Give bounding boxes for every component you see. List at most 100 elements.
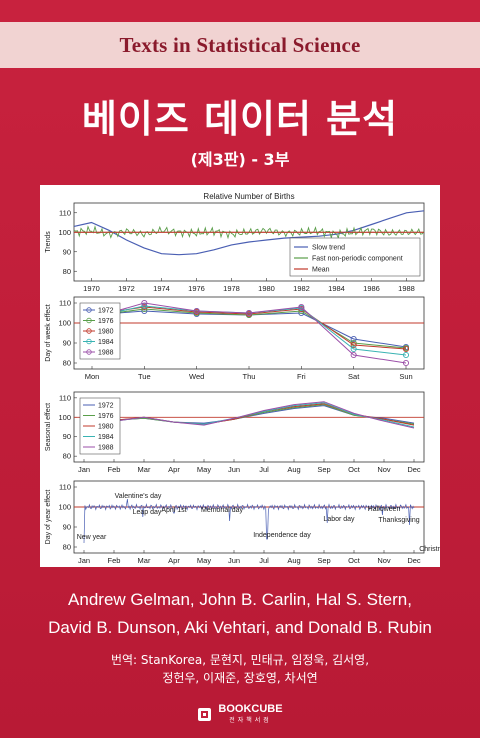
- legend-label: 1988: [98, 445, 114, 452]
- x-tick-label: Wed: [189, 372, 204, 381]
- x-tick-label: 1976: [188, 284, 205, 293]
- authors-line-1: Andrew Gelman, John B. Carlin, Hal S. St…: [68, 590, 412, 609]
- legend-label: 1980: [98, 329, 114, 336]
- x-tick-label: Sep: [317, 465, 330, 474]
- legend-label: 1980: [98, 424, 114, 431]
- annotation-label: New year: [77, 534, 107, 541]
- x-tick-label: Aug: [287, 556, 300, 565]
- chart-panel-frame: [73, 391, 425, 463]
- chart-panel-frame: [73, 480, 425, 554]
- publisher-name: BOOKCUBE: [218, 703, 283, 715]
- x-tick-label: Nov: [377, 556, 391, 565]
- x-tick-label: 1980: [258, 284, 275, 293]
- annotation-label: Memorial day: [201, 507, 244, 514]
- x-tick-label: Apr: [168, 465, 180, 474]
- series-point-1988: [350, 351, 357, 359]
- annotation-label: Leap day: [133, 509, 162, 516]
- y-tick-label: 100: [58, 413, 71, 422]
- x-tick-label: Feb: [108, 465, 121, 474]
- x-tick-label: Mar: [138, 556, 151, 565]
- book-title: 베이즈 데이터 분석: [81, 97, 399, 141]
- series-line-1976: [91, 308, 407, 349]
- x-tick-label: Tue: [138, 372, 151, 381]
- x-tick-label: Jun: [228, 465, 240, 474]
- x-tick-label: Fri: [297, 372, 306, 381]
- x-tick-label: 1970: [83, 284, 100, 293]
- y-tick-label: 80: [63, 267, 71, 276]
- book-subtitle: (제3판) - 3부: [190, 150, 290, 169]
- y-tick-label: 80: [63, 359, 71, 368]
- y-tick-label: 90: [63, 339, 71, 348]
- legend-marker: [86, 338, 92, 345]
- series-point-1988: [402, 359, 410, 367]
- series-line-1988: [91, 302, 407, 364]
- series-point-1980: [350, 341, 357, 349]
- x-tick-label: Feb: [108, 556, 121, 565]
- legend-box: [289, 237, 421, 277]
- x-tick-label: May: [197, 556, 211, 565]
- series-point-1988: [141, 299, 148, 307]
- y-tick-label: 110: [59, 208, 71, 217]
- y-tick-label: 80: [63, 543, 71, 552]
- x-tick-label: Jul: [259, 465, 269, 474]
- x-tick-label: 1984: [328, 284, 345, 293]
- y-tick-label: 110: [59, 483, 71, 492]
- x-tick-label: Jun: [228, 556, 240, 565]
- series-title: Texts in Statistical Science: [119, 32, 361, 57]
- x-tick-label: Oct: [348, 556, 361, 565]
- x-tick-label: Sep: [317, 556, 330, 565]
- x-tick-label: Nov: [377, 465, 391, 474]
- series-point-1980: [402, 345, 410, 353]
- series-point-1984: [350, 345, 357, 353]
- annotation-label: Valentine's day: [115, 493, 162, 500]
- x-tick-label: 1982: [293, 284, 310, 293]
- chart-panel-frame: [73, 202, 425, 282]
- x-tick-label: 1986: [363, 284, 380, 293]
- legend-label: 1984: [98, 434, 114, 441]
- series-line-1980: [91, 306, 407, 350]
- annotation-label: Christmas: [419, 546, 440, 553]
- x-tick-label: Thu: [243, 372, 256, 381]
- publisher-subtitle: 전자책서점: [229, 717, 272, 724]
- legend-marker: [86, 349, 92, 355]
- legend-label: Mean: [312, 267, 330, 274]
- x-tick-label: Oct: [348, 465, 361, 474]
- annotation-label: Independence day: [253, 532, 311, 539]
- x-tick-label: 1972: [118, 284, 135, 293]
- legend-marker: [86, 328, 92, 334]
- annotation-label: Thanksgiving: [378, 517, 419, 524]
- series-band: Texts in Statistical Science: [0, 22, 480, 68]
- series-line-1988: [83, 401, 415, 429]
- legend-label: 1976: [98, 318, 114, 325]
- y-axis-label: Seasonal effect: [45, 403, 52, 451]
- y-tick-label: 80: [63, 452, 71, 461]
- y-axis-label: Trends: [45, 231, 52, 253]
- x-tick-label: Aug: [287, 465, 300, 474]
- cover-figure: Trends 110 100 90 80 Relative Number of Birth…: [40, 185, 440, 567]
- x-tick-label: Apr: [168, 556, 180, 565]
- bookcube-logo-icon: [198, 707, 212, 721]
- y-tick-label: 90: [63, 523, 71, 532]
- x-tick-label: Dec: [407, 465, 421, 474]
- x-tick-label: Jan: [78, 556, 90, 565]
- series-point-1988: [245, 309, 253, 317]
- y-tick-label: 90: [63, 432, 71, 441]
- series-point-1988: [193, 307, 200, 315]
- translators-line-2: 정헌우, 이재준, 장호영, 차서연: [162, 671, 318, 685]
- series-point-1972: [350, 335, 357, 343]
- x-tick-label: Sat: [348, 372, 360, 381]
- x-tick-label: Sun: [399, 372, 412, 381]
- x-tick-label: May: [197, 465, 211, 474]
- y-tick-label: 110: [59, 299, 71, 308]
- legend-label: 1984: [98, 339, 114, 346]
- y-tick-label: 100: [58, 319, 71, 328]
- y-tick-label: 90: [63, 247, 71, 256]
- chart-title: Relative Number of Births: [203, 192, 294, 201]
- annotation-label: April 1st: [161, 507, 186, 514]
- annotation-label: Labor day: [323, 516, 355, 523]
- translators-line-1: 번역: StanKorea, 문현지, 민태규, 임정욱, 김서영,: [110, 653, 370, 667]
- x-tick-label: Jan: [78, 465, 90, 474]
- x-tick-label: 1974: [153, 284, 170, 293]
- series-point-1984: [402, 351, 410, 359]
